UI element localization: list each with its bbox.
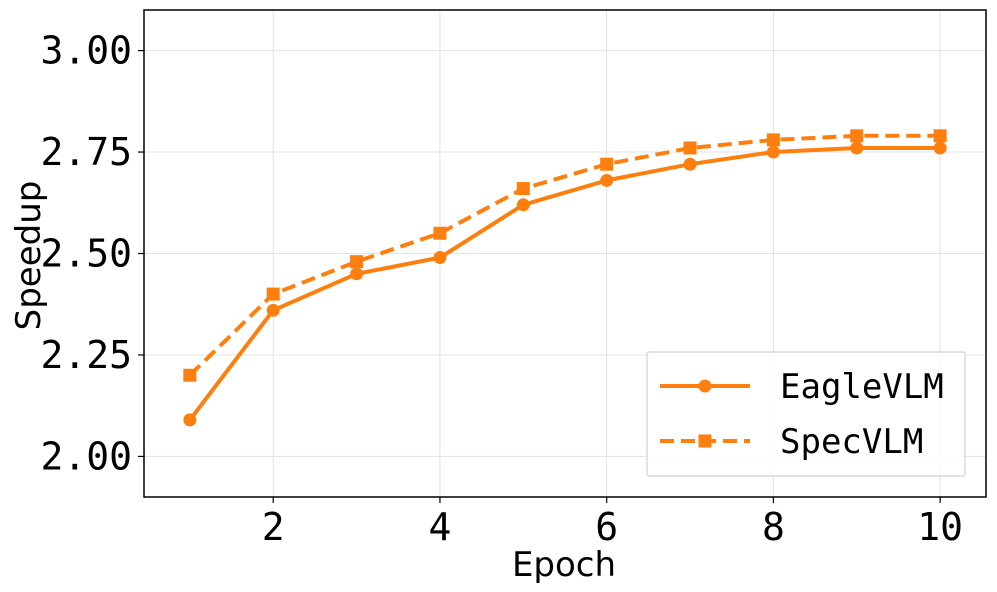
y-tick-label: 2.00	[40, 434, 132, 478]
circle-marker	[600, 173, 614, 187]
y-axis-label: Speedup	[9, 181, 49, 331]
y-tick-label: 2.50	[40, 232, 132, 276]
circle-marker	[850, 141, 864, 155]
square-marker	[683, 141, 697, 155]
circle-marker	[266, 303, 280, 317]
circle-marker	[698, 379, 712, 393]
square-marker	[766, 133, 780, 147]
legend-label-specvlm: SpecVLM	[780, 422, 923, 462]
series-specvlm	[183, 129, 947, 382]
square-marker	[516, 182, 530, 196]
legend: EagleVLM SpecVLM	[646, 351, 966, 477]
x-tick-label: 8	[762, 505, 785, 549]
square-marker	[850, 129, 864, 143]
x-axis-ticks: 2 4 6 8 10	[262, 497, 963, 549]
square-marker	[933, 129, 947, 143]
square-marker	[183, 368, 197, 382]
square-marker	[698, 434, 712, 448]
series-layer	[183, 129, 947, 427]
y-tick-label: 3.00	[40, 29, 132, 73]
grid-lines	[144, 10, 986, 497]
legend-item-eaglevlm: EagleVLM	[660, 367, 944, 407]
circle-marker	[183, 413, 197, 427]
legend-box	[646, 351, 966, 477]
square-marker	[350, 255, 364, 269]
circle-marker	[766, 145, 780, 159]
x-axis-label: Epoch	[512, 545, 616, 585]
series-line-specvlm	[188, 133, 941, 377]
series-line-eaglevlm	[188, 146, 941, 422]
series-eaglevlm	[183, 141, 947, 427]
y-axis-ticks: 2.00 2.25 2.50 2.75 3.00	[40, 29, 144, 478]
square-marker	[433, 226, 447, 240]
x-tick-label: 6	[595, 505, 618, 549]
circle-marker	[350, 267, 364, 281]
square-marker	[266, 287, 280, 301]
circle-marker	[683, 157, 697, 171]
circle-marker	[516, 198, 530, 212]
square-marker	[600, 157, 614, 171]
x-tick-label: 2	[262, 505, 285, 549]
y-tick-label: 2.75	[40, 130, 132, 174]
legend-label-eaglevlm: EagleVLM	[780, 367, 944, 407]
y-tick-label: 2.25	[40, 333, 132, 377]
x-tick-label: 4	[429, 505, 452, 549]
legend-item-specvlm: SpecVLM	[660, 422, 923, 462]
x-tick-label: 10	[917, 505, 963, 549]
circle-marker	[933, 141, 947, 155]
circle-marker	[433, 251, 447, 265]
